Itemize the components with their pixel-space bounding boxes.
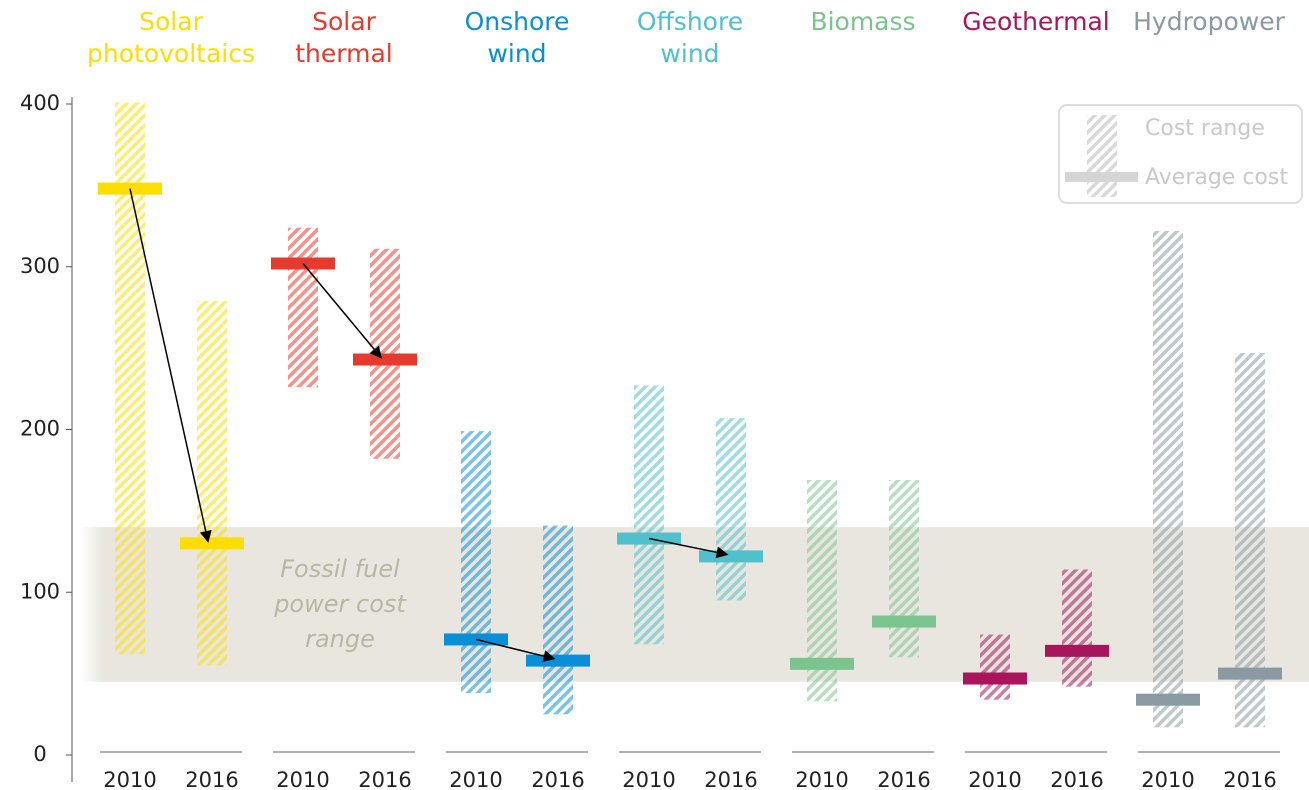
change-arrow: [302, 263, 382, 359]
x-tick-label: 2016: [877, 768, 930, 790]
band-label: Fossil fuel power cost range: [274, 555, 406, 654]
average-cost: [353, 353, 417, 366]
average-cost: [963, 672, 1027, 685]
cost-range: [197, 300, 227, 666]
average-cost: [1136, 693, 1200, 706]
legend-label: Cost range: [1145, 116, 1265, 141]
x-tick-label: 2016: [1050, 768, 1103, 790]
y-tick-label: 0: [33, 742, 46, 766]
cost-range: [461, 431, 491, 694]
cost-range: [980, 634, 1010, 700]
average-cost: [699, 550, 763, 563]
change-arrow: [129, 188, 212, 543]
x-tick-label: 2010: [1141, 768, 1194, 790]
cost-range: [1235, 353, 1265, 728]
x-tick-label: 2016: [1223, 768, 1276, 790]
series-title: Solar thermal: [295, 7, 393, 68]
cost-range: [543, 525, 573, 715]
series-title: Onshore wind: [464, 7, 570, 68]
x-tick-label: 2010: [276, 768, 329, 790]
change-arrow: [475, 638, 556, 662]
legend-range-swatch: [1087, 115, 1117, 197]
series-title: Geothermal: [962, 7, 1110, 36]
y-tick-label: 200: [20, 417, 60, 441]
x-tick-label: 2016: [531, 768, 584, 790]
change-arrow: [648, 537, 729, 559]
average-cost: [790, 657, 854, 670]
y-tick-label: 100: [20, 579, 60, 603]
x-tick-label: 2016: [704, 768, 757, 790]
y-tick-label: 400: [20, 91, 60, 115]
x-tick-label: 2010: [622, 768, 675, 790]
average-cost: [872, 615, 936, 628]
y-tick-label: 300: [20, 254, 60, 278]
x-tick-label: 2010: [449, 768, 502, 790]
series-title: Biomass: [810, 7, 916, 36]
average-cost: [180, 537, 244, 550]
legend-label: Average cost: [1145, 165, 1288, 190]
cost-range: [1062, 569, 1092, 687]
series-title: Hydropower: [1133, 7, 1285, 36]
x-tick-label: 2010: [795, 768, 848, 790]
average-cost: [1218, 667, 1282, 680]
cost-range: [634, 385, 664, 645]
x-tick-label: 2010: [103, 768, 156, 790]
average-cost: [526, 654, 590, 667]
legend-average-swatch: [1065, 172, 1138, 182]
series-title: Solar photovoltaics: [87, 7, 255, 68]
series-title: Offshore wind: [636, 7, 744, 68]
cost-range: [889, 479, 919, 658]
cost-range: [1153, 230, 1183, 728]
x-tick-label: 2016: [185, 768, 238, 790]
average-cost: [1045, 644, 1109, 657]
cost-range: [288, 227, 318, 388]
x-tick-label: 2016: [358, 768, 411, 790]
x-tick-label: 2010: [968, 768, 1021, 790]
cost-range: [716, 418, 746, 601]
